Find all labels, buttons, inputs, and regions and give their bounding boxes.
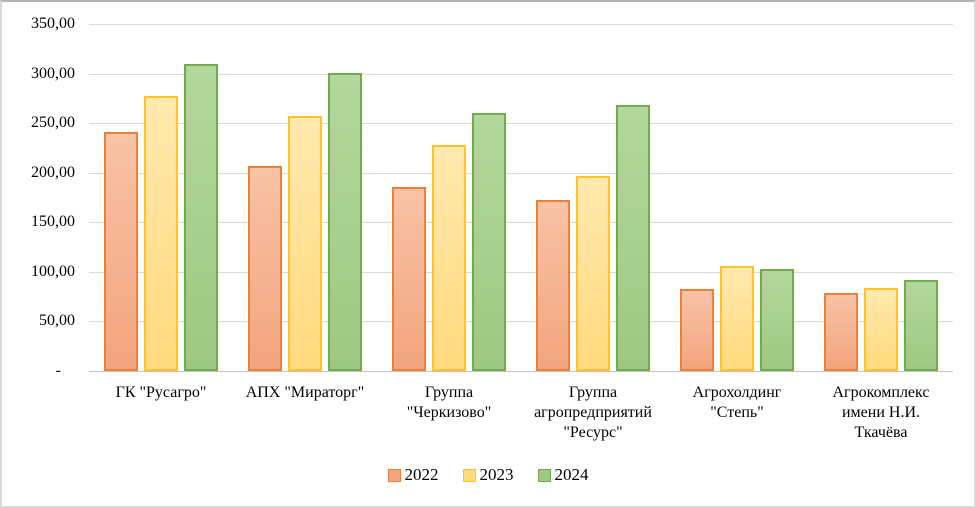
x-axis-line <box>89 371 953 372</box>
bar-2022 <box>824 293 858 371</box>
bar-2022 <box>680 289 714 371</box>
bar-2024 <box>328 73 362 371</box>
legend-label: 2024 <box>554 465 589 484</box>
y-tick-label: 150,00 <box>31 213 75 231</box>
legend-item-2022: 2022 <box>387 465 439 485</box>
gridline <box>89 321 953 323</box>
bar-2023 <box>432 145 466 371</box>
bar-2024 <box>472 113 506 371</box>
bar-2022 <box>248 166 282 371</box>
category-label: АПХ "Мираторг" <box>245 384 365 401</box>
legend-swatch-icon <box>462 468 476 482</box>
y-tick-label: 100,00 <box>31 262 75 280</box>
legend: 2022 2023 2024 <box>2 465 974 485</box>
legend-swatch-icon <box>537 468 551 482</box>
legend-item-2024: 2024 <box>537 465 589 485</box>
legend-label: 2022 <box>404 465 439 484</box>
gridline <box>89 222 953 224</box>
legend-swatch-icon <box>387 468 401 482</box>
category-label: Агрокомплекс имени Н.И. Ткачёва <box>832 384 930 441</box>
y-tick-label: 200,00 <box>31 163 75 181</box>
y-tick-label: 350,00 <box>31 15 75 32</box>
bar-2022 <box>536 200 570 371</box>
bar-2024 <box>616 105 650 371</box>
bar-2023 <box>288 116 322 371</box>
bar-2024 <box>184 64 218 371</box>
gridline <box>89 24 953 25</box>
bar-2023 <box>576 176 610 371</box>
bar-2024 <box>760 269 794 371</box>
x-axis: ГК "Русагро" АПХ "Мираторг" Группа "Черкиз… <box>89 383 953 443</box>
bar-2023 <box>864 288 898 371</box>
y-tick-label: 250,00 <box>31 114 75 132</box>
bar-2022 <box>104 132 138 371</box>
y-tick-label: 300,00 <box>31 64 75 82</box>
bar-2023 <box>720 266 754 371</box>
legend-label: 2023 <box>479 465 514 484</box>
category-label: Группа "Черкизово" <box>406 384 492 421</box>
gridline <box>89 123 953 125</box>
y-tick-label: 50,00 <box>39 312 75 330</box>
category-label: ГК "Русагро" <box>115 384 207 401</box>
legend-item-2023: 2023 <box>462 465 514 485</box>
bar-2022 <box>392 187 426 371</box>
category-label: Группа агропредприятий "Ресурс" <box>534 384 652 441</box>
category-label: Агрохолдинг "Степь" <box>692 384 782 421</box>
bar-2023 <box>144 96 178 371</box>
bar-2024 <box>904 280 938 371</box>
gridline <box>89 271 953 273</box>
plot-area <box>89 24 953 372</box>
y-tick-label: - <box>55 362 61 379</box>
gridline <box>89 73 953 75</box>
gridline <box>89 172 953 174</box>
